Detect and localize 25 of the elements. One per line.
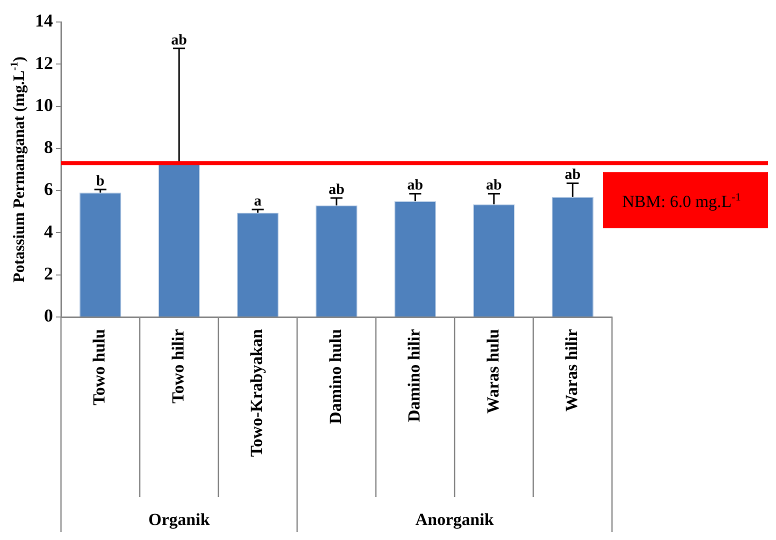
y-tick-label: 0 [44,306,53,326]
x-tick-label: Towo hulu [90,329,109,406]
annotation: ab [486,178,502,194]
text: Anorganik [415,510,494,529]
y-tick-label: 14 [35,10,53,31]
annotation: a [254,194,262,210]
x-tick-label: Damino hulu [326,329,345,424]
annotation: ab [171,32,187,48]
y-tick-label: 12 [35,52,53,73]
x-tick-label: Towo-Krabyakan [247,328,266,457]
annotation: ab [328,182,344,198]
y-tick-label: 4 [44,221,53,242]
annotation: ab [564,167,581,184]
x-tick-label: Waras hilir [562,328,582,412]
y-tick-label: 6 [44,179,53,200]
y-tick-label: 8 [44,137,53,158]
annotation: b [96,174,105,190]
x-tick-label: Towo hilir [168,328,188,404]
x-tick-label: Waras hulu [483,329,502,414]
y-axis-title: Potassium Permanganat (mg.L-1) [10,56,28,282]
text: Organik [148,510,210,529]
y-tick-label: 10 [35,94,53,115]
y-tick-label: 2 [44,264,53,284]
x-tick-label: Damino hilir [404,328,424,422]
annotation: ab [407,178,424,194]
